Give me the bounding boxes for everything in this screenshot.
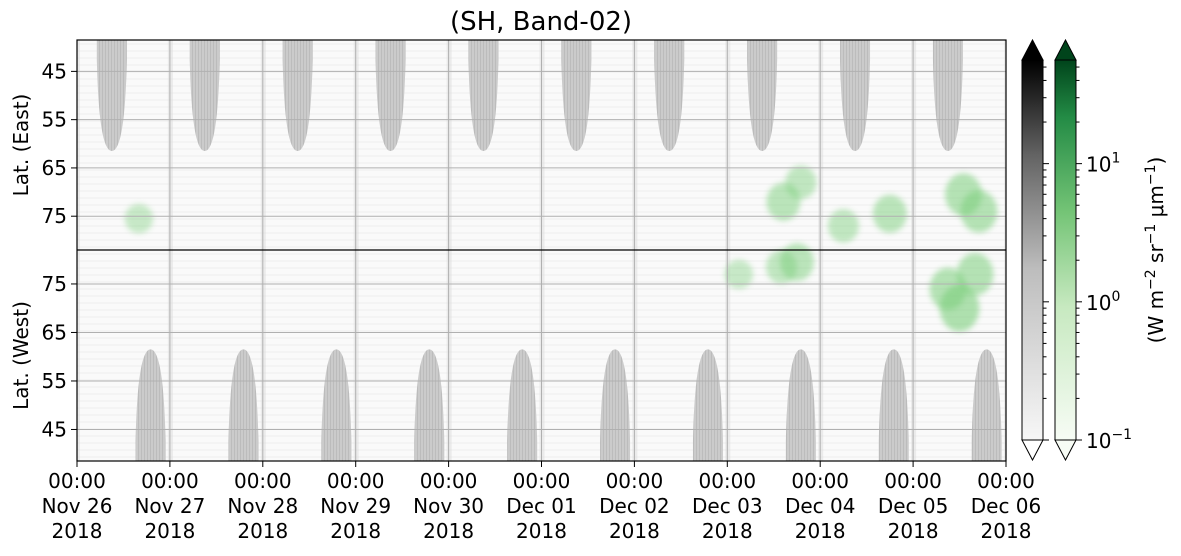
y-axis-label-west: Lat. (West) [9,301,33,410]
colorbar-tick-label: 100 [1086,289,1120,315]
colorbar-label: (W m−2 sr−1 μm−1) [1143,157,1168,344]
gray-lobe [228,349,259,461]
y-tick-label: 65 [42,320,67,344]
gray-lobe [747,40,778,152]
x-tick-label: 00:00 Dec 01 2018 [506,469,577,543]
green-patch [960,190,998,233]
green-patch [785,165,817,200]
gray-lobe [600,349,631,461]
colorbar-gray-extend-bottom [1021,439,1044,462]
x-tick-label: 00:00 Nov 29 2018 [320,469,391,543]
colorbar-tick-label: 10−1 [1086,427,1132,453]
colorbar-tick-label: 101 [1086,151,1120,177]
gray-lobe [282,40,313,152]
y-tick-label: 55 [42,108,67,132]
gray-lobe [414,349,445,461]
gray-lobe [561,40,592,152]
green-patch [827,209,860,243]
green-patch [939,284,980,332]
colorbar-gray [1021,59,1044,441]
green-patch [724,259,754,289]
gray-lobe [878,349,909,461]
y-tick-label: 45 [42,59,67,83]
green-patch [872,194,907,233]
gray-lobe [785,349,816,461]
gray-lobe [971,349,1002,461]
x-tick-label: 00:00 Nov 30 2018 [413,469,484,543]
green-patch [779,243,814,282]
gray-lobe [840,40,871,152]
y-tick-label: 65 [42,156,67,180]
gray-lobe [654,40,685,152]
gray-lobe [375,40,406,152]
x-tick-label: 00:00 Dec 05 2018 [878,469,949,543]
x-tick-label: 00:00 Nov 28 2018 [227,469,298,543]
colorbar-green [1054,59,1077,441]
x-tick-label: 00:00 Nov 27 2018 [134,469,205,543]
green-patch [124,204,154,234]
y-tick-label: 55 [42,369,67,393]
gray-lobe [507,349,538,461]
colorbar-green-extend-bottom [1054,439,1077,462]
gray-lobe [932,40,963,152]
y-axis-label-east: Lat. (East) [9,94,33,197]
gray-lobe [321,349,352,461]
green-patch [956,253,994,296]
y-tick-label: 75 [42,272,67,296]
gray-lobe [692,349,723,461]
gray-lobe [135,349,166,461]
x-tick-label: 00:00 Dec 04 2018 [785,469,856,543]
y-tick-label: 75 [42,204,67,228]
chart-title: (SH, Band-02) [450,7,632,37]
colorbar-gray-extend-top [1021,38,1044,61]
x-tick-label: 00:00 Dec 02 2018 [599,469,670,543]
y-tick-label: 45 [42,417,67,441]
colorbar-green-extend-top [1054,38,1077,61]
gray-lobe [96,40,127,152]
x-tick-label: 00:00 Dec 03 2018 [692,469,763,543]
x-tick-label: 00:00 Nov 26 2018 [42,469,113,543]
gray-lobe [468,40,499,152]
gray-lobe [189,40,220,152]
x-tick-label: 00:00 Dec 06 2018 [971,469,1042,543]
